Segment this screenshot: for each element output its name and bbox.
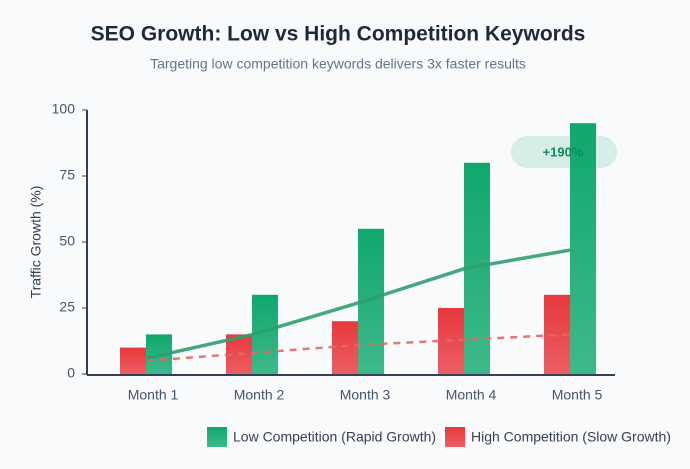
annotation-badge (511, 136, 617, 168)
trend-line (146, 333, 572, 363)
x-tick-label: Month 5 (552, 387, 603, 403)
y-axis-label: Traffic Growth (%) (28, 186, 44, 299)
chart-subtitle: Targeting low competition keywords deliv… (150, 56, 526, 72)
y-tick-label: 100 (52, 101, 76, 117)
x-tick-label: Month 1 (128, 387, 179, 403)
bar (332, 321, 358, 374)
legend-swatch[interactable] (445, 427, 465, 447)
y-tick-label: 25 (59, 299, 75, 315)
bar (120, 347, 146, 374)
legend-label[interactable]: High Competition (Slow Growth) (471, 429, 671, 445)
y-tick-label: 0 (67, 365, 75, 381)
x-tick-label: Month 3 (340, 387, 391, 403)
y-tick-label: 75 (59, 167, 75, 183)
annotation: +190% (543, 144, 584, 159)
legend-label[interactable]: Low Competition (Rapid Growth) (233, 429, 436, 445)
bar (570, 123, 596, 374)
x-tick-label: Month 2 (234, 387, 285, 403)
y-tick-label: 50 (59, 233, 75, 249)
legend-swatch[interactable] (207, 427, 227, 447)
chart-title: SEO Growth: Low vs High Competition Keyw… (91, 23, 586, 46)
trend-line (146, 248, 572, 360)
x-tick-label: Month 4 (446, 387, 497, 403)
